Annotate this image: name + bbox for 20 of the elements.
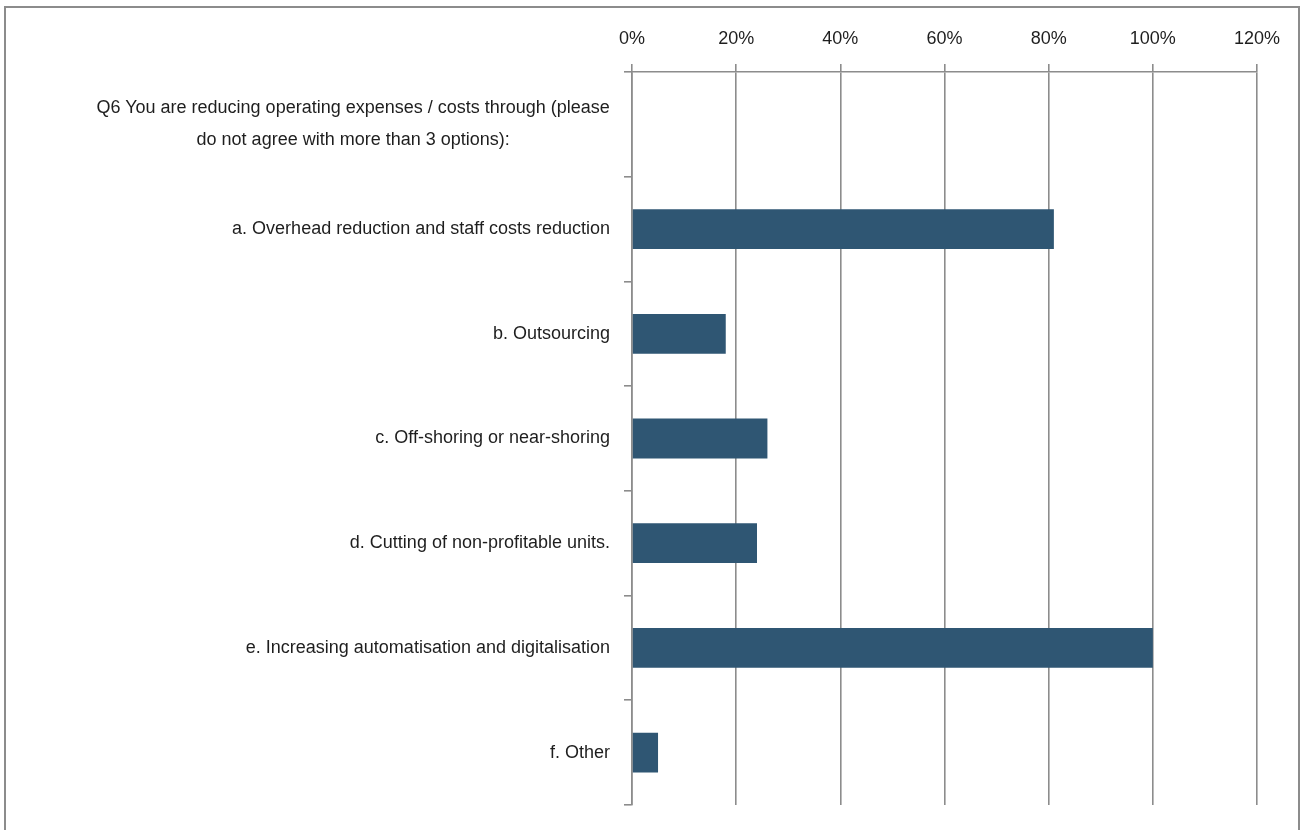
- y-tick-label: b. Outsourcing: [492, 322, 610, 343]
- x-tick-label: 40%: [822, 28, 859, 49]
- bar: [632, 732, 659, 773]
- bar: [632, 628, 1153, 668]
- y-tick-label: f. Other: [549, 741, 611, 762]
- text: Q6 You are reducing operating expenses / costs through (please do not agree with more than 3 options):: [96, 97, 610, 150]
- bar: [632, 523, 757, 564]
- y-tick-label: c. Off-shoring or near-shoring: [375, 427, 610, 448]
- bar: [632, 209, 1054, 249]
- y-tick-label: a. Overhead reduction and staff costs reduction: [232, 218, 611, 239]
- bar: [632, 418, 768, 459]
- x-tick-label: 120%: [1233, 28, 1281, 49]
- bar: [632, 313, 726, 354]
- y-tick-label: e. Increasing automatisation and digitalisation: [245, 636, 610, 657]
- x-tick-label: 80%: [1030, 28, 1067, 49]
- x-tick-label: 60%: [926, 28, 963, 49]
- x-tick-label: 20%: [718, 28, 755, 49]
- x-tick-label: 100%: [1129, 28, 1176, 49]
- y-tick-label: d. Cutting of non-profitable units.: [349, 532, 610, 553]
- x-tick-label: 0%: [618, 28, 646, 49]
